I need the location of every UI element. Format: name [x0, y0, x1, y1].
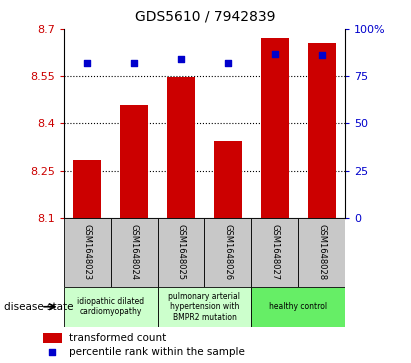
- Bar: [43, 333, 62, 343]
- Point: [272, 51, 278, 57]
- Text: GSM1648025: GSM1648025: [176, 224, 185, 280]
- Bar: [214, 141, 242, 218]
- Text: GSM1648028: GSM1648028: [317, 224, 326, 280]
- Text: GSM1648026: GSM1648026: [224, 224, 233, 280]
- Bar: [167, 77, 195, 218]
- Bar: [252, 287, 345, 327]
- Bar: [205, 218, 252, 287]
- Bar: [120, 105, 148, 218]
- Text: disease state: disease state: [4, 302, 74, 312]
- Bar: [64, 287, 157, 327]
- Bar: [252, 218, 298, 287]
- Text: GSM1648024: GSM1648024: [129, 224, 139, 280]
- Text: healthy control: healthy control: [269, 302, 328, 311]
- Point: [131, 60, 137, 66]
- Text: transformed count: transformed count: [69, 334, 166, 343]
- Bar: [157, 218, 205, 287]
- Text: GDS5610 / 7942839: GDS5610 / 7942839: [135, 9, 276, 23]
- Point: [49, 349, 56, 355]
- Text: GSM1648023: GSM1648023: [83, 224, 92, 280]
- Bar: [308, 43, 336, 218]
- Bar: [157, 287, 252, 327]
- Point: [319, 53, 325, 58]
- Text: GSM1648027: GSM1648027: [270, 224, 279, 280]
- Point: [178, 56, 184, 62]
- Point: [225, 60, 231, 66]
- Point: [84, 60, 90, 66]
- Bar: [64, 218, 111, 287]
- Bar: [261, 38, 289, 218]
- Bar: [111, 218, 157, 287]
- Bar: [298, 218, 345, 287]
- Text: idiopathic dilated
cardiomyopathy: idiopathic dilated cardiomyopathy: [77, 297, 144, 317]
- Text: percentile rank within the sample: percentile rank within the sample: [69, 347, 245, 357]
- Text: pulmonary arterial
hypertension with
BMPR2 mutation: pulmonary arterial hypertension with BMP…: [169, 292, 240, 322]
- Bar: [73, 160, 101, 218]
